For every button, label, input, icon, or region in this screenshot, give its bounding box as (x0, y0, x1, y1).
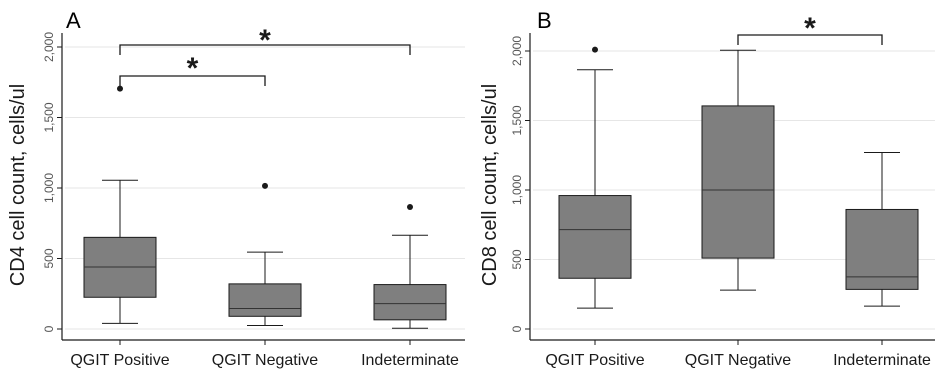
significance-star: * (187, 52, 199, 85)
significance-bracket: * (119, 24, 411, 57)
bracket-line (119, 75, 266, 86)
y-tick-label: 500 (510, 249, 524, 269)
outlier-point (262, 182, 268, 189)
panel-b-letter: B (537, 8, 552, 33)
outlier-point (407, 204, 413, 211)
y-axis-label: CD8 cell count, cells/ul (479, 84, 501, 286)
box-indeterminate (845, 151, 919, 307)
x-category-label: QGIT Positive (70, 352, 169, 369)
panel-a: 0 500 1,000 1,500 2,000 CD4 cell count, cells… (7, 24, 465, 369)
iqr-box (701, 105, 775, 259)
box-qgit-negative (701, 49, 775, 291)
iqr-box (373, 284, 447, 321)
y-tick-label: 0 (42, 325, 56, 332)
panel-b: 0 500 1,000 1,500 2,000 CD8 cell count, cells… (479, 12, 935, 369)
panel-a-letter: A (66, 8, 81, 33)
box-qgit-negative (228, 182, 302, 326)
iqr-box (228, 283, 302, 317)
iqr-box (558, 195, 632, 279)
significance-star: * (259, 24, 271, 57)
y-tick-label: 500 (42, 248, 56, 268)
box-qgit-positive (83, 85, 157, 324)
significance-bracket: * (737, 12, 883, 45)
bracket-line (119, 44, 411, 55)
y-tick-label: 1,000 (42, 173, 56, 203)
x-category-label: QGIT Negative (685, 352, 792, 369)
y-tick-label: 1,000 (510, 175, 524, 205)
x-category-label: QGIT Negative (212, 352, 319, 369)
iqr-box (845, 208, 919, 290)
significance-star: * (804, 12, 816, 45)
box-indeterminate (373, 204, 447, 329)
y-tick-label: 0 (510, 325, 524, 332)
y-tick-label: 1,500 (510, 105, 524, 135)
bracket-line (737, 34, 883, 45)
significance-bracket: * (119, 52, 266, 86)
x-category-label: Indeterminate (361, 352, 459, 369)
outlier-point (592, 46, 598, 53)
y-tick-label: 2,000 (510, 36, 524, 66)
y-axis-label: CD4 cell count, cells/ul (7, 84, 29, 286)
x-category-label: QGIT Positive (545, 352, 644, 369)
y-tick-label: 2,000 (42, 32, 56, 62)
x-category-label: Indeterminate (833, 352, 931, 369)
y-tick-label: 1,500 (42, 102, 56, 132)
outlier-point (117, 85, 123, 92)
box-qgit-positive (558, 46, 632, 309)
